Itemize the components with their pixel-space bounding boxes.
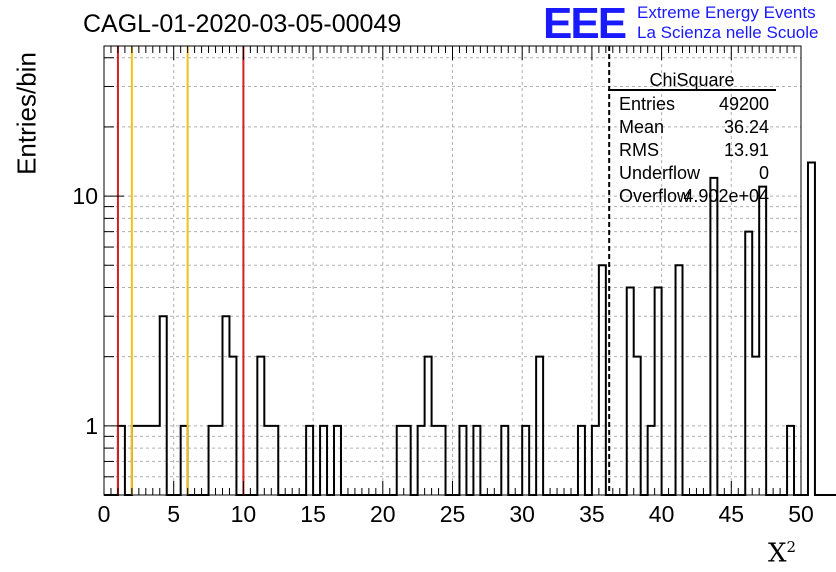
x-tick-label: 5	[167, 501, 180, 527]
chart-title: CAGL-01-2020-03-05-00049	[83, 10, 402, 38]
stats-row-label: Overflow	[619, 186, 691, 206]
stats-row-value: 13.91	[724, 140, 769, 160]
x-tick-label: 0	[98, 501, 111, 527]
x-tick-label: 25	[440, 501, 466, 527]
stats-row-label: Underflow	[619, 163, 701, 183]
stats-row-value: 0	[759, 163, 769, 183]
logo-line-1: Extreme Energy Events	[637, 3, 816, 22]
x-tick-label: 45	[719, 501, 745, 527]
eee-logo-mark: EEE	[543, 0, 627, 48]
stats-box-title: ChiSquare	[649, 70, 734, 90]
x-tick-label: 50	[788, 501, 814, 527]
x-tick-label: 35	[579, 501, 605, 527]
stats-row-label: Entries	[619, 94, 675, 114]
x-tick-label: 30	[509, 501, 535, 527]
stats-row-label: Mean	[619, 117, 664, 137]
stats-row-label: RMS	[619, 140, 659, 160]
x-tick-label: 15	[300, 501, 326, 527]
stats-row-value: 4.902e+04	[683, 186, 769, 206]
x-axis-label: X2	[768, 538, 797, 569]
stats-row-value: 36.24	[724, 117, 769, 137]
y-tick-label: 1	[85, 413, 98, 439]
stats-row-value: 49200	[719, 94, 769, 114]
x-tick-label: 10	[231, 501, 257, 527]
x-tick-label: 20	[370, 501, 396, 527]
x-tick-label: 40	[649, 501, 675, 527]
logo-line-2: La Scienza nelle Scuole	[637, 23, 819, 42]
y-tick-label: 10	[72, 183, 98, 209]
